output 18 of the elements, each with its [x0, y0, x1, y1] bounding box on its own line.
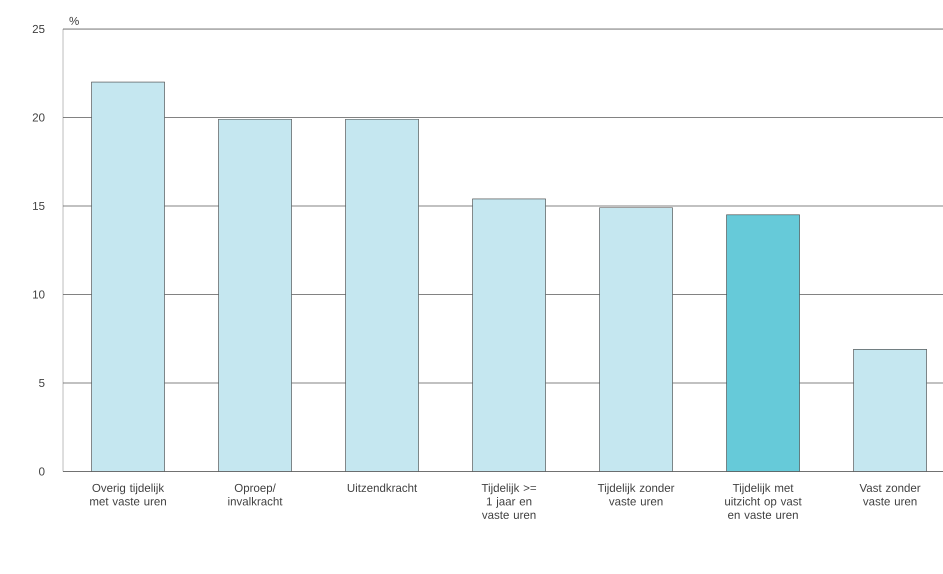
y-tick-label: 5 — [39, 378, 44, 387]
bar — [853, 349, 927, 472]
x-tick-label: Tijdelijk >= 1 jaar en vaste uren — [482, 484, 536, 519]
y-tick-label: 15 — [33, 202, 44, 210]
x-tick-label: Uitzendkracht — [348, 484, 418, 492]
bar — [472, 198, 546, 472]
y-tick-label: 10 — [33, 290, 45, 299]
x-tick-label: Overig tijdelijk met vaste uren — [90, 484, 166, 506]
x-tick-label: Tijdelijk met uitzicht op vast en vaste uren — [725, 484, 802, 519]
x-tick-label: Tijdelijk zonder vaste uren — [598, 484, 674, 506]
x-tick-label: Vast zonder vaste uren — [860, 484, 920, 506]
y-axis-title: % — [69, 16, 79, 25]
bar — [599, 207, 673, 472]
x-tick-label: Oproep/ invalkracht — [228, 484, 282, 506]
bar — [726, 214, 800, 472]
y-tick-label: 20 — [32, 113, 45, 122]
y-tick-label: 25 — [32, 24, 44, 34]
y-tick-label: 0 — [39, 467, 45, 476]
